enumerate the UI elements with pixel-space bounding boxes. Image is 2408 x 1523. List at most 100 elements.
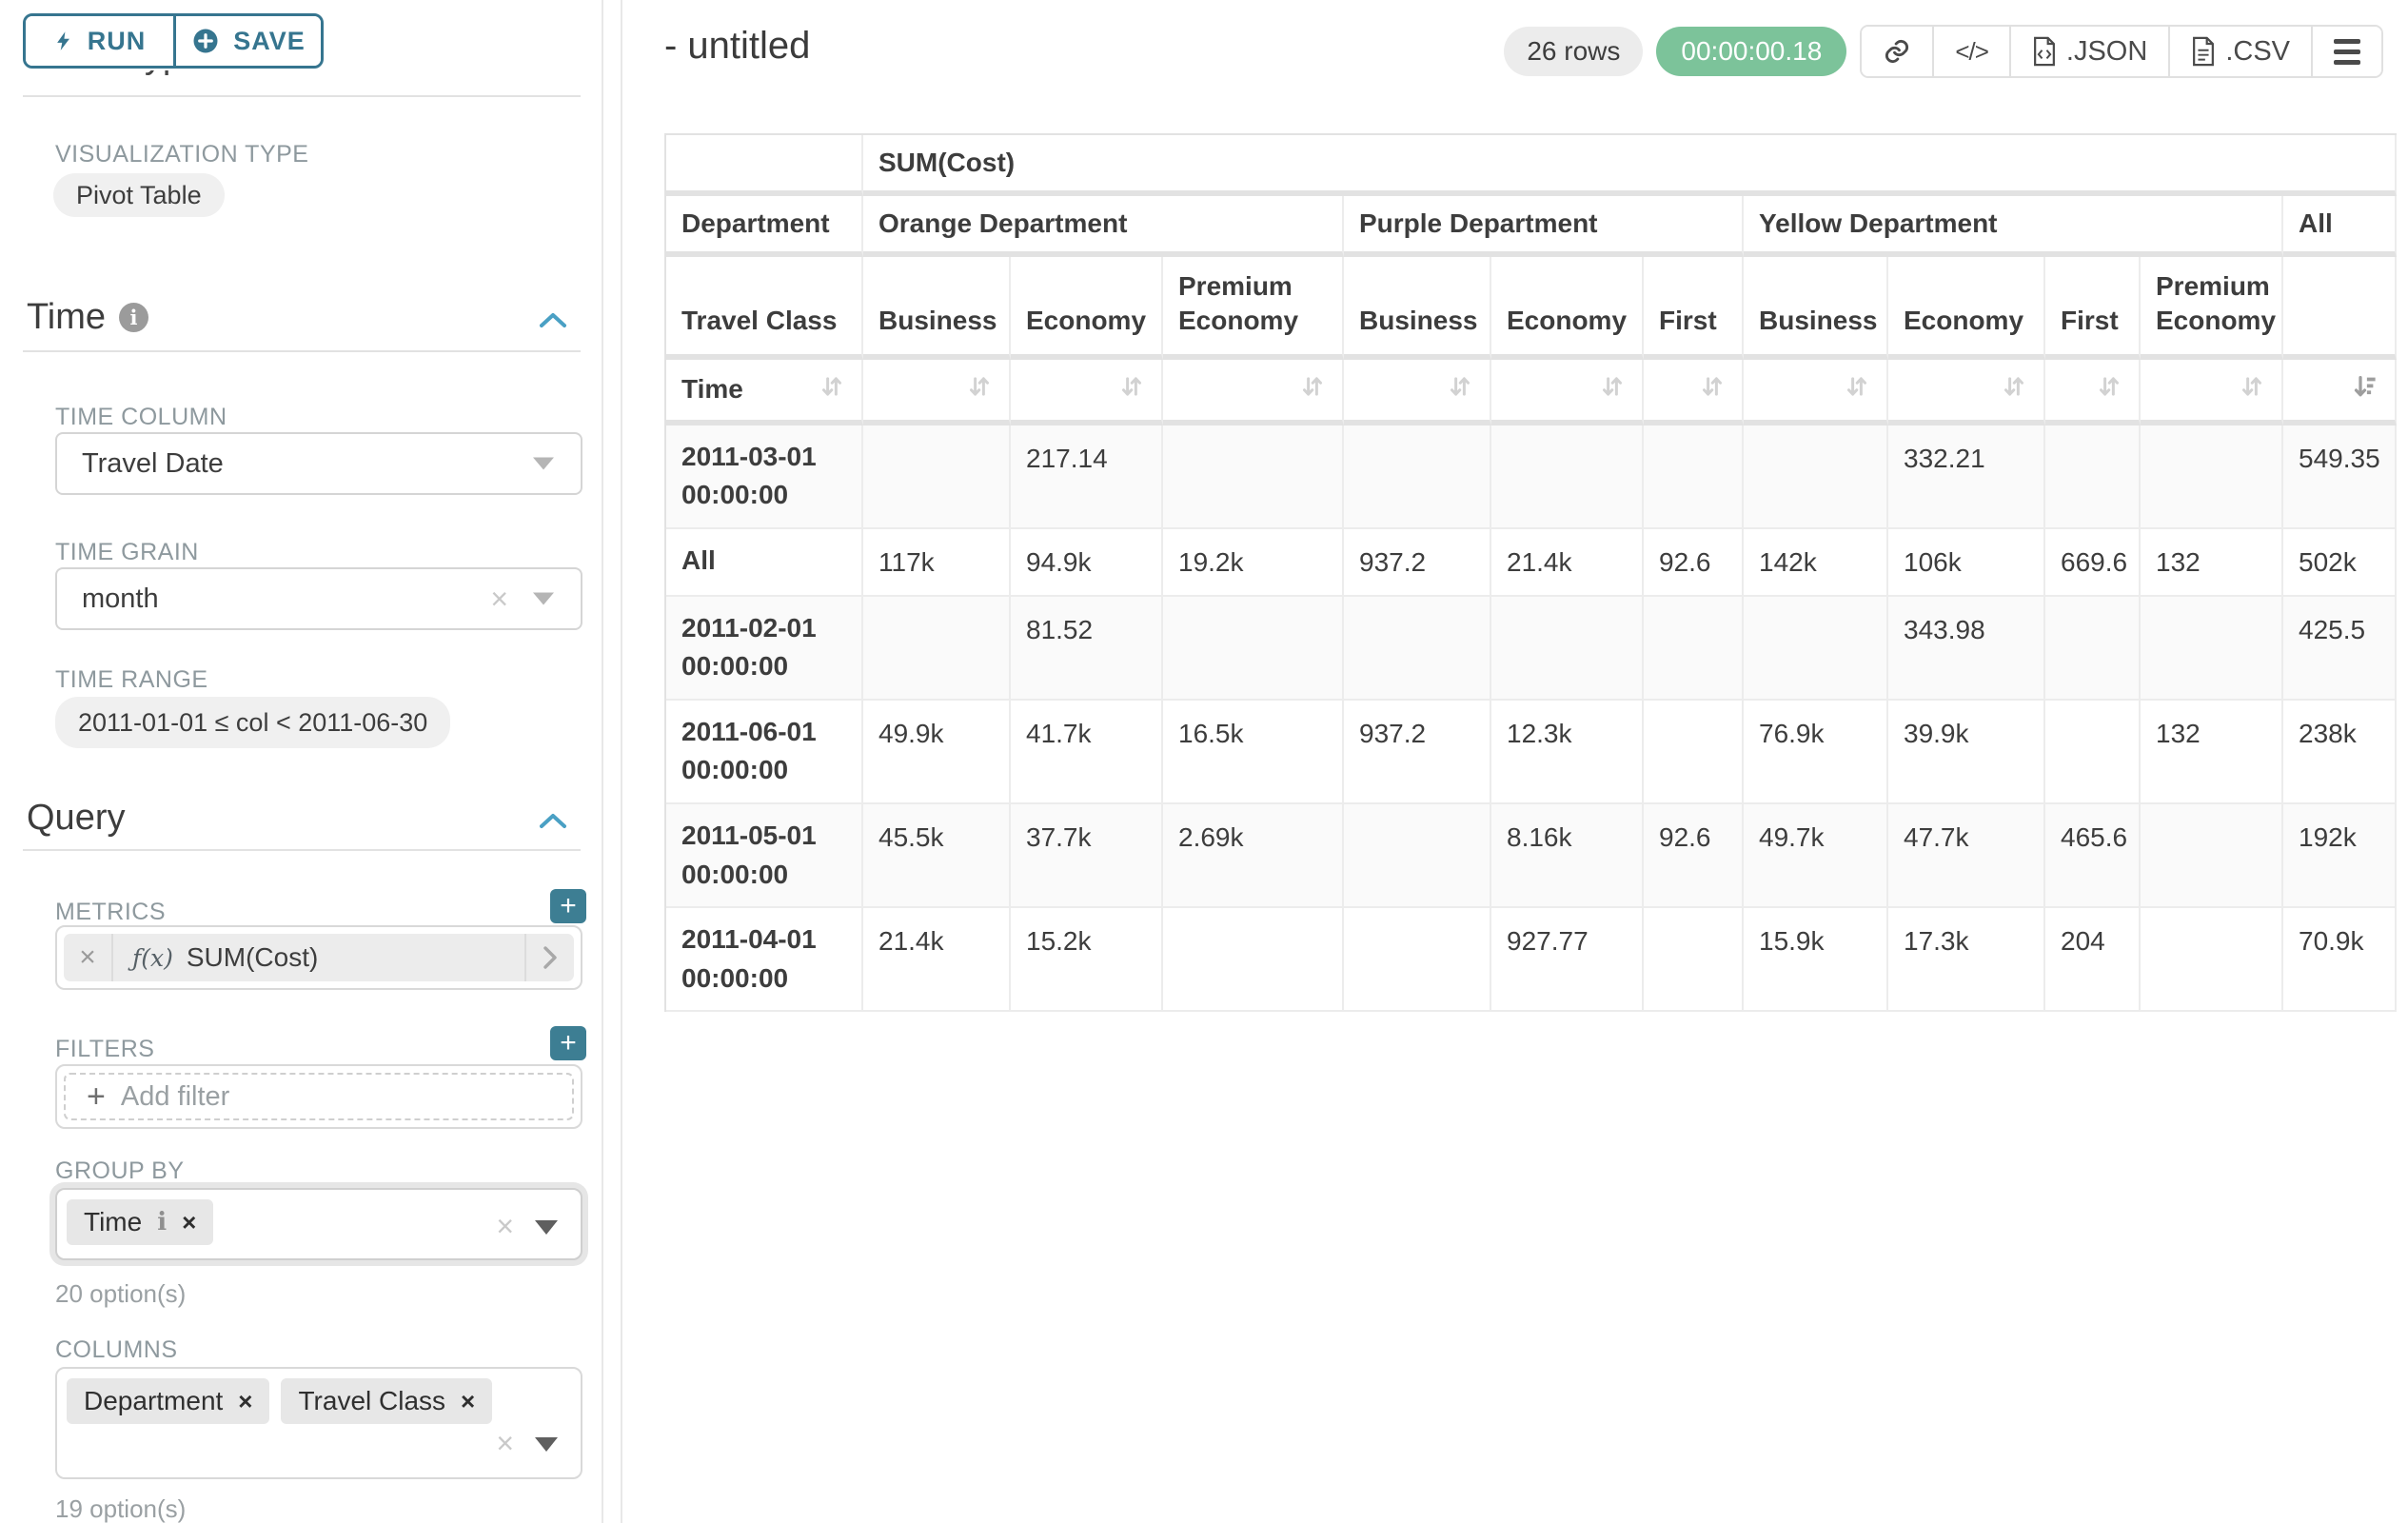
info-icon[interactable]: i bbox=[119, 303, 149, 332]
caret-down-icon bbox=[535, 1437, 558, 1452]
pivot-cell bbox=[863, 425, 1011, 529]
filters-label: FILTERS bbox=[55, 1036, 155, 1062]
pivot-row-header: 2011-03-01 00:00:00 bbox=[666, 425, 863, 529]
class-header: Premium Economy bbox=[1163, 257, 1344, 360]
sort-icon[interactable] bbox=[1698, 372, 1727, 407]
pivot-row: 2011-03-01 00:00:00 217.14 332.21 549.35 bbox=[666, 425, 2398, 529]
pivot-table: SUM(Cost) Department Orange Department P… bbox=[664, 133, 2398, 1013]
sort-icon[interactable] bbox=[1598, 372, 1627, 407]
column-sort-header[interactable] bbox=[2045, 359, 2141, 425]
pivot-body: 2011-03-01 00:00:00 217.14 332.21 549.35 All… bbox=[666, 425, 2398, 1013]
clear-icon[interactable]: × bbox=[496, 1426, 514, 1460]
sort-icon[interactable] bbox=[1117, 372, 1146, 407]
sort-desc-icon[interactable] bbox=[2351, 372, 2379, 407]
pivot-cell: 21.4k bbox=[863, 908, 1011, 1013]
column-sort-header[interactable] bbox=[2141, 359, 2283, 425]
column-sort-header[interactable] bbox=[1644, 359, 1744, 425]
sidebar-scroll-gutter[interactable] bbox=[603, 0, 622, 1523]
column-sort-header[interactable] bbox=[1744, 359, 1888, 425]
all-sort-header[interactable] bbox=[2283, 359, 2398, 425]
viz-type-pill[interactable]: Pivot Table bbox=[53, 173, 225, 217]
chevron-up-icon[interactable] bbox=[539, 811, 567, 830]
run-button[interactable]: RUN bbox=[26, 16, 173, 66]
link-icon bbox=[1885, 39, 1909, 64]
pivot-cell bbox=[2045, 425, 2141, 529]
sort-header-row: Time bbox=[666, 359, 2398, 425]
add-filter-dropzone[interactable]: + Add filter bbox=[64, 1073, 574, 1120]
time-section-title: Time i bbox=[27, 297, 149, 338]
sort-icon[interactable] bbox=[2000, 372, 2028, 407]
sort-icon[interactable] bbox=[1843, 372, 1871, 407]
chevron-up-icon[interactable] bbox=[539, 310, 567, 329]
remove-chip-icon[interactable]: × bbox=[461, 1386, 476, 1415]
metric-header-row: SUM(Cost) bbox=[666, 135, 2398, 196]
time-grain-select[interactable]: month × bbox=[55, 567, 582, 630]
dept-group-header: Yellow Department bbox=[1744, 196, 2283, 257]
column-sort-header[interactable] bbox=[1344, 359, 1491, 425]
remove-chip-icon[interactable]: × bbox=[238, 1386, 253, 1415]
column-sort-header[interactable] bbox=[1011, 359, 1163, 425]
share-link-button[interactable] bbox=[1862, 27, 1935, 76]
add-metric-button[interactable]: + bbox=[550, 889, 586, 923]
remove-metric-icon[interactable]: × bbox=[64, 934, 113, 981]
pivot-cell: 81.52 bbox=[1011, 596, 1163, 701]
hamburger-icon bbox=[2334, 38, 2360, 65]
class-header: Premium Economy bbox=[2141, 257, 2283, 360]
metrics-label: METRICS bbox=[55, 899, 166, 925]
columns-chip[interactable]: Department × bbox=[67, 1378, 270, 1424]
column-sort-header[interactable] bbox=[1163, 359, 1344, 425]
clear-icon[interactable]: × bbox=[490, 582, 508, 616]
dept-group-header: Orange Department bbox=[863, 196, 1344, 257]
chevron-right-icon[interactable] bbox=[524, 934, 574, 981]
group-by-select[interactable]: Time i × × bbox=[55, 1188, 582, 1260]
metrics-box: × ƒ(x) SUM(Cost) bbox=[55, 925, 582, 990]
time-range-pill[interactable]: 2011-01-01 ≤ col < 2011-06-30 bbox=[55, 697, 451, 748]
column-sort-header[interactable] bbox=[1491, 359, 1644, 425]
export-json-button[interactable]: .JSON bbox=[2010, 27, 2171, 76]
file-code-icon bbox=[2033, 36, 2055, 67]
add-filter-button[interactable]: + bbox=[550, 1026, 586, 1060]
sort-icon[interactable] bbox=[2095, 372, 2123, 407]
pivot-cell: 16.5k bbox=[1163, 700, 1344, 804]
pivot-cell bbox=[1491, 425, 1644, 529]
filters-box: + Add filter bbox=[55, 1064, 582, 1129]
columns-select[interactable]: Department × Travel Class × × bbox=[55, 1367, 582, 1479]
view-query-button[interactable]: </> bbox=[1934, 27, 2011, 76]
pivot-cell: 465.6 bbox=[2045, 803, 2141, 909]
time-sort-header[interactable]: Time bbox=[666, 359, 863, 425]
clear-icon[interactable]: × bbox=[496, 1209, 514, 1243]
pivot-cell: 204 bbox=[2045, 908, 2141, 1013]
pivot-cell: 45.5k bbox=[863, 803, 1011, 909]
sort-icon[interactable] bbox=[818, 372, 846, 407]
sort-icon[interactable] bbox=[1446, 372, 1474, 407]
group-by-chip[interactable]: Time i × bbox=[67, 1199, 214, 1245]
class-header: First bbox=[1644, 257, 1744, 360]
remove-chip-icon[interactable]: × bbox=[182, 1207, 197, 1236]
columns-chip[interactable]: Travel Class × bbox=[281, 1378, 493, 1424]
column-sort-header[interactable] bbox=[863, 359, 1011, 425]
pivot-row-header: 2011-02-01 00:00:00 bbox=[666, 596, 863, 701]
sort-icon[interactable] bbox=[1298, 372, 1327, 407]
class-header-empty bbox=[2283, 257, 2398, 360]
chart-title[interactable]: - untitled bbox=[664, 25, 811, 67]
save-button[interactable]: SAVE bbox=[173, 16, 321, 66]
class-header: Business bbox=[863, 257, 1011, 360]
department-header-row: Department Orange Department Purple Depa… bbox=[666, 196, 2398, 257]
menu-button[interactable] bbox=[2313, 27, 2381, 76]
info-icon[interactable]: i bbox=[157, 1208, 168, 1236]
sort-icon[interactable] bbox=[2238, 372, 2266, 407]
group-by-options-hint: 20 option(s) bbox=[55, 1279, 187, 1308]
pivot-cell: 2.69k bbox=[1163, 803, 1344, 909]
metric-chip[interactable]: × ƒ(x) SUM(Cost) bbox=[64, 934, 574, 981]
sort-icon[interactable] bbox=[965, 372, 994, 407]
time-column-select[interactable]: Travel Date bbox=[55, 432, 582, 495]
pivot-cell bbox=[1163, 425, 1344, 529]
export-csv-button[interactable]: .CSV bbox=[2170, 27, 2313, 76]
pivot-cell bbox=[2045, 596, 2141, 701]
pivot-row-header: 2011-05-01 00:00:00 bbox=[666, 803, 863, 909]
pivot-cell: 106k bbox=[1888, 528, 2045, 597]
pivot-cell: 19.2k bbox=[1163, 528, 1344, 597]
pivot-cell: 425.5 bbox=[2283, 596, 2398, 701]
column-sort-header[interactable] bbox=[1888, 359, 2045, 425]
